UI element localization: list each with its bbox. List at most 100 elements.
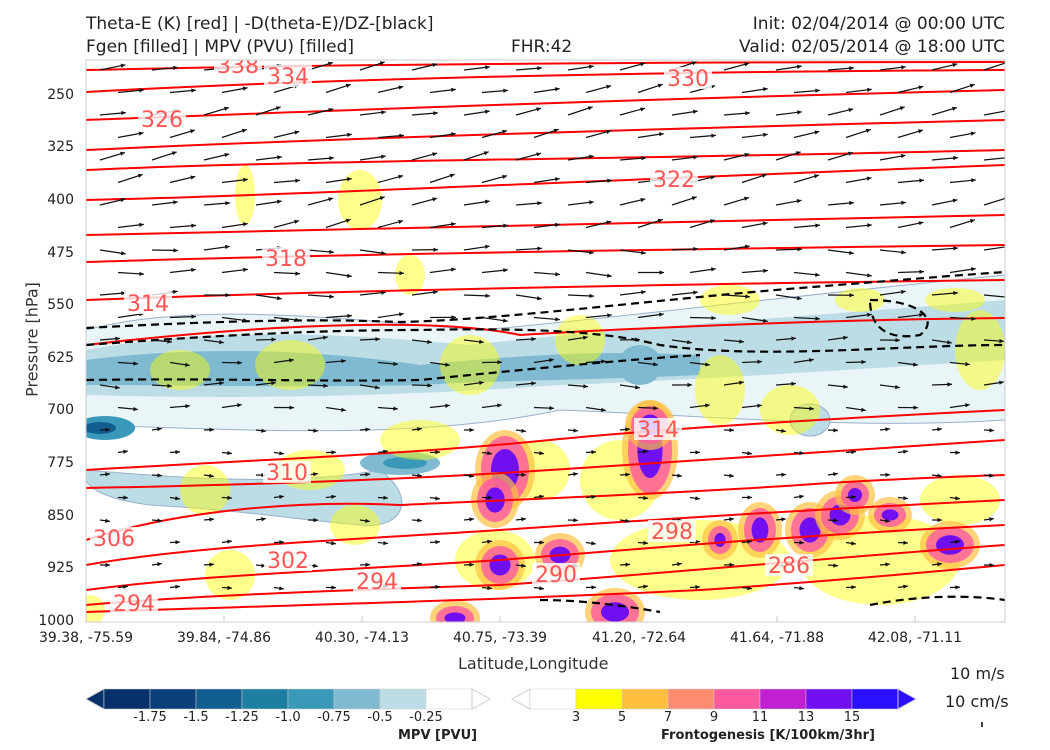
wind-vector-head [641,250,646,255]
x-tick-label: 42.08, -71.11 [867,630,963,646]
wind-vector-head [365,518,370,523]
wind-vector-head [398,85,404,90]
theta-e-contour [86,149,1005,171]
wind-vector-head [346,273,352,278]
mpv-colorbar-segment [333,688,381,710]
contour-label-bg [765,554,813,576]
wind-vector-head [761,173,767,178]
wind-vector-head [843,335,848,340]
wind-vector-head [970,267,976,272]
wind-vector-head [833,428,838,433]
fgen-fill-region [330,505,380,545]
wind-vector-head [383,495,388,500]
y-tick-label: 700 [47,402,74,418]
wind-vector-head [969,219,975,224]
contour-label-bg [214,60,262,76]
wind-vector-head [1004,244,1005,246]
wind-vector-head [710,175,716,180]
fgen-fill-region [925,288,985,312]
wind-vector-head [900,154,906,159]
wind-vector-head [970,131,976,136]
wind-vector-head [539,586,544,591]
wind-vector-head [705,403,710,408]
y-tick-label: 250 [47,87,74,103]
wind-vector-head [276,296,282,301]
mpv-colorbar-tick: -0.75 [317,710,351,725]
contour-label-bg [353,570,401,592]
wind-vector-head [867,273,872,278]
fgen-fill-region [936,535,964,555]
wind-vector-head [643,584,648,589]
wind-vector-head [687,340,692,345]
wind-vector-head [209,517,214,522]
wind-vector-head [313,472,318,477]
wind-vector-head [241,128,247,133]
wind-vector-head [971,178,976,183]
wind-vector-head [417,473,422,478]
wind-vector-head [791,336,796,341]
wind-vector-head [601,359,606,364]
wind-vector-head [729,428,734,433]
wind-vector-head [693,290,698,295]
wind-vector-head [799,540,804,545]
wind-vector-head [691,196,697,201]
wind-vector-head [484,199,490,204]
contour-label-bg [634,418,682,440]
wind-vector-head [289,358,294,363]
wind-vector-head [969,83,975,88]
wind-vector-head [851,449,856,455]
wind-vector-head [885,562,890,567]
wind-vector-head [484,109,490,114]
wind-vector-head [989,517,994,522]
wind-vector-head [866,176,872,181]
wind-vector-head [989,562,994,568]
wind-vector-head [711,133,716,138]
wind-vector-head [341,407,346,412]
wind-vector-head [710,267,716,272]
contour-label-bg [648,520,696,542]
mpv-fill-region [383,457,427,469]
wind-vector-head [139,88,144,93]
theta-e-contour [86,244,1005,263]
wind-vector-head [796,296,802,301]
wind-vector-head [435,539,440,545]
chart-title-line1: Theta-E (K) [red] | -D(theta-E)/DZ-[blac… [86,14,434,34]
wind-vector-head [867,223,872,228]
wind-vector-head [173,65,178,71]
x-tick-label: 40.30, -74.13 [314,630,410,646]
wind-vector-head [191,223,196,228]
wind-vector-head [757,359,762,364]
wind-vector-head [573,518,578,523]
wind-vector-head [640,62,646,67]
wind-vector-head [279,540,284,545]
wind-vector-head [553,128,559,133]
theta-e-contour-label: 330 [667,67,709,92]
stability-contour [539,598,661,614]
contour-label-bg [264,549,312,571]
theta-e-contour [86,69,1005,93]
wind-vector-head [502,129,508,134]
fgen-colorbar-segment [805,688,853,710]
wind-vector-head [450,132,456,137]
wind-vector-head [951,106,957,111]
wind-vector-head [745,294,750,299]
wind-vector-head [435,450,440,455]
wind-vector-head [537,246,542,251]
fgen-fill-region [440,335,500,395]
wind-vector-head [947,382,952,387]
wind-vector-head [133,406,138,412]
wind-vector-head [895,384,900,390]
wind-vector-head [653,405,658,411]
wind-vector-head [641,156,646,161]
fgen-fill-region [380,420,460,460]
wind-vector-head [903,449,908,454]
wind-vector-head [261,563,266,568]
wind-vector-head [799,450,804,456]
wind-vector-head [451,87,456,93]
wind-vector-head [657,218,663,223]
contour-label-bg [90,527,138,549]
wind-vector-head [483,151,489,156]
wind-vector-head [329,249,334,255]
wind-vector-head [539,494,544,499]
wind-vector-head [398,219,404,224]
